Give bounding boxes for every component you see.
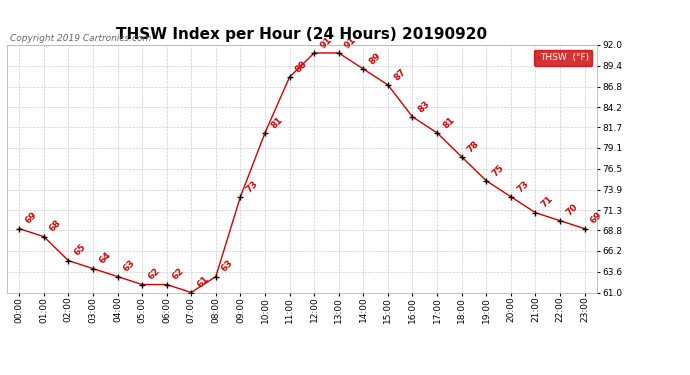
Text: 81: 81	[269, 115, 284, 130]
Text: 73: 73	[515, 178, 531, 194]
Text: Copyright 2019 Cartronics.com: Copyright 2019 Cartronics.com	[10, 34, 152, 43]
Title: THSW Index per Hour (24 Hours) 20190920: THSW Index per Hour (24 Hours) 20190920	[117, 27, 487, 42]
Text: 63: 63	[121, 258, 137, 274]
Text: 87: 87	[392, 67, 407, 82]
Point	[88, 266, 99, 272]
Point	[63, 258, 74, 264]
Text: 83: 83	[417, 99, 432, 114]
Point	[137, 282, 148, 288]
Point	[407, 114, 418, 120]
Point	[161, 282, 172, 288]
Point	[358, 66, 369, 72]
Point	[14, 226, 25, 232]
Point	[186, 290, 197, 296]
Point	[284, 74, 295, 80]
Text: 73: 73	[244, 178, 260, 194]
Text: 61: 61	[195, 274, 210, 290]
Text: 68: 68	[48, 219, 63, 234]
Text: 63: 63	[220, 258, 235, 274]
Text: 88: 88	[294, 59, 309, 74]
Point	[235, 194, 246, 200]
Text: 64: 64	[97, 251, 112, 266]
Point	[112, 273, 123, 279]
Text: 69: 69	[589, 210, 604, 226]
Text: 70: 70	[564, 202, 580, 218]
Point	[333, 50, 344, 56]
Point	[431, 130, 442, 136]
Legend: THSW  (°F): THSW (°F)	[534, 50, 592, 66]
Text: 75: 75	[491, 163, 506, 178]
Point	[382, 82, 393, 88]
Point	[308, 50, 319, 56]
Text: 89: 89	[368, 51, 383, 66]
Text: 62: 62	[146, 267, 161, 282]
Point	[530, 210, 541, 216]
Point	[456, 154, 467, 160]
Point	[481, 178, 492, 184]
Text: 91: 91	[318, 35, 334, 50]
Point	[579, 226, 590, 232]
Point	[505, 194, 516, 200]
Text: 71: 71	[540, 195, 555, 210]
Text: 91: 91	[343, 35, 358, 50]
Text: 65: 65	[72, 243, 88, 258]
Text: 69: 69	[23, 210, 39, 226]
Point	[38, 234, 49, 240]
Point	[259, 130, 270, 136]
Point	[210, 273, 221, 279]
Text: 78: 78	[466, 139, 481, 154]
Text: 62: 62	[171, 267, 186, 282]
Point	[555, 217, 566, 223]
Text: 81: 81	[441, 115, 457, 130]
